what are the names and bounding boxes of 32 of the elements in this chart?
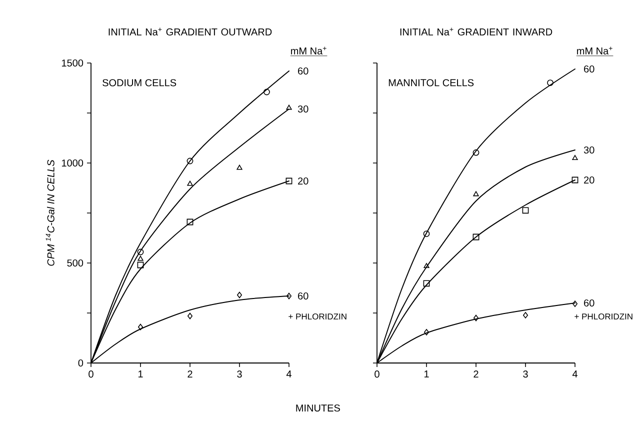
legend-title: mM Na$^{+}$: [577, 46, 612, 54]
series-label: 60: [298, 292, 308, 300]
x-tick-label: 2: [188, 370, 192, 378]
x-axis-title: MINUTES: [296, 404, 340, 412]
annotation: MANNITOL CELLS: [388, 79, 474, 86]
chart-title: INITIAL Na$^{+}$ GRADIENT OUTWARD: [108, 28, 272, 36]
x-tick-label: 3: [523, 370, 528, 378]
legend-label: 60: [298, 67, 308, 75]
x-tick-label: 1: [424, 370, 429, 378]
series-label: 60: [584, 299, 594, 307]
y-tick-label: 500: [67, 259, 84, 267]
y-tick-label: 0: [78, 359, 84, 367]
series-label: 20: [584, 176, 594, 184]
annotation: + PHLORIDZIN: [574, 313, 632, 320]
x-tick-label: 4: [572, 370, 578, 378]
series-label: 30: [298, 105, 308, 113]
y-axis-title: CPM $^{14}$C-Gal IN CELLS: [46, 160, 54, 266]
series-label: 30: [584, 146, 594, 154]
x-tick-label: 0: [374, 370, 380, 378]
y-tick-label: 1500: [62, 59, 84, 67]
annotation: SODIUM CELLS: [102, 79, 176, 86]
annotation: + PHLORIDZIN: [288, 313, 346, 320]
legend-label: 60: [584, 65, 594, 73]
y-tick-label: 1000: [62, 159, 84, 167]
x-tick-label: 0: [88, 370, 94, 378]
x-tick-label: 3: [237, 370, 242, 378]
legend-title: mM Na$^{+}$: [291, 46, 326, 54]
x-tick-label: 4: [286, 370, 292, 378]
series-label: 20: [298, 177, 308, 185]
chart-title: INITIAL Na$^{+}$ GRADIENT INWARD: [400, 28, 552, 36]
x-tick-label: 2: [474, 370, 478, 378]
x-tick-label: 1: [138, 370, 143, 378]
